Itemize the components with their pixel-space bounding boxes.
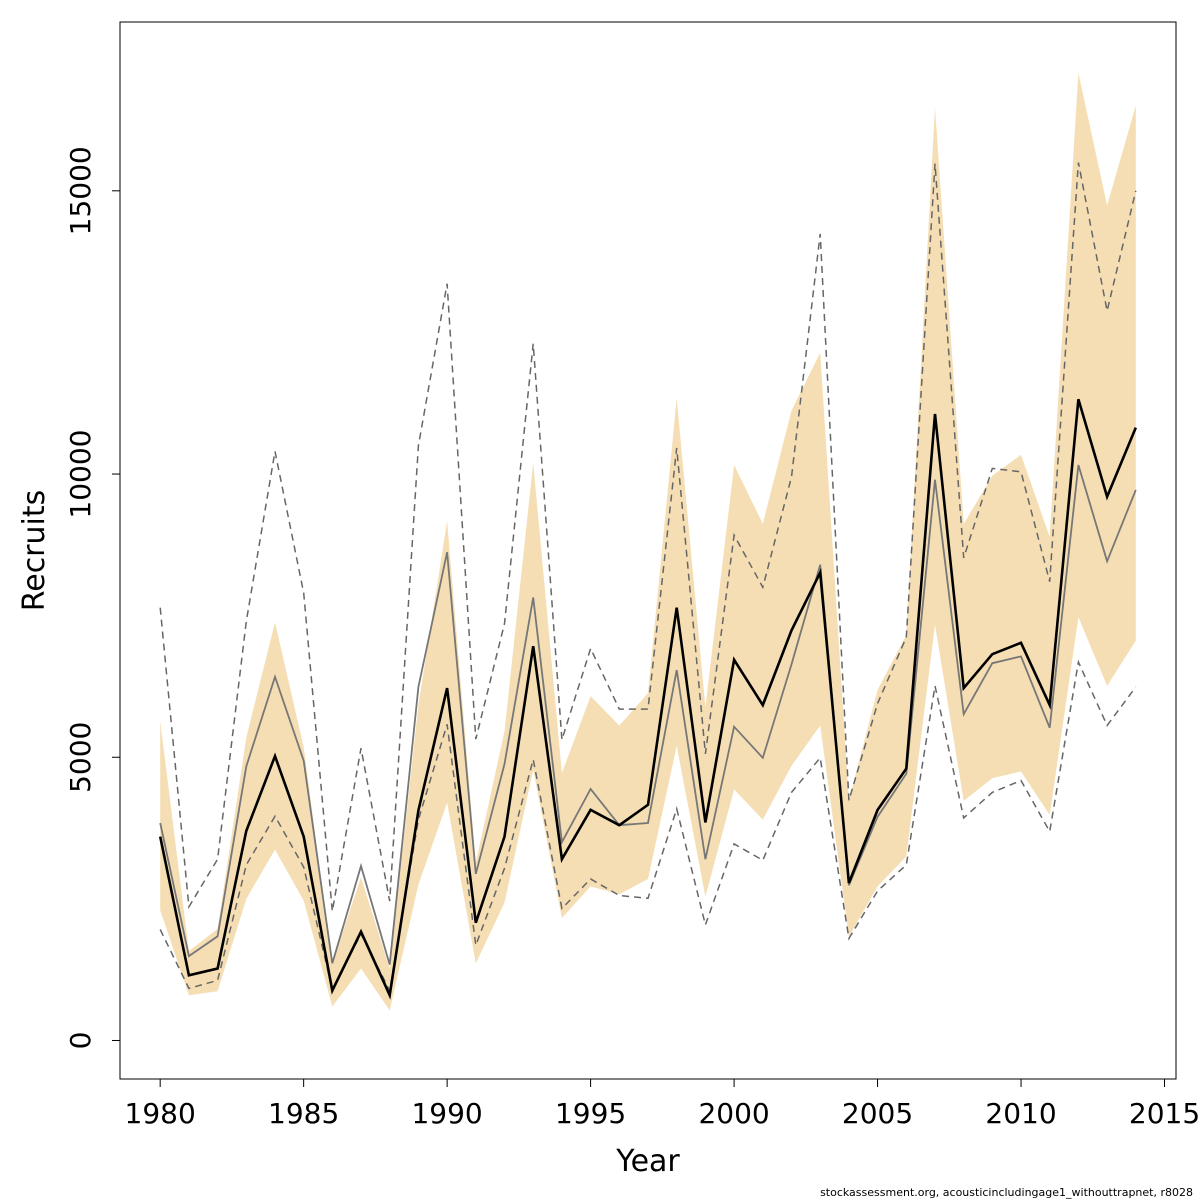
series-line-comparison-upper-bound [159,162,1137,912]
x-tick-label: 2015 [1129,1097,1200,1130]
x-axis: 1980 1985 1990 1995 2000 2005 2010 2015 [125,1078,1200,1130]
series-line-comparison-lower-bound [159,659,1137,993]
confidence-band-layer [160,73,1136,1011]
y-tick-label: 15000 [64,146,97,235]
x-tick-label: 1980 [125,1097,196,1130]
y-tick-label: 10000 [64,429,97,518]
confidence-band [160,73,1136,1011]
x-tick-label: 2010 [985,1097,1056,1130]
x-tick-label: 1990 [411,1097,482,1130]
y-tick-label: 0 [64,1032,97,1050]
x-tick-label: 1995 [555,1097,626,1130]
series-lines-layer [158,162,1138,1000]
y-axis: 0 5000 10000 15000 [64,146,121,1050]
x-tick-label: 1985 [268,1097,339,1130]
x-tick-label: 2005 [842,1097,913,1130]
x-tick-label: 2000 [698,1097,769,1130]
x-axis-title: Year [615,1144,680,1179]
y-tick-label: 5000 [64,722,97,793]
footnote: stockassessment.org, acousticincludingag… [820,1186,1193,1199]
y-axis-title: Recruits [17,490,52,612]
series-line-comparison-estimate [159,464,1137,965]
series-line-estimate [158,398,1138,1000]
